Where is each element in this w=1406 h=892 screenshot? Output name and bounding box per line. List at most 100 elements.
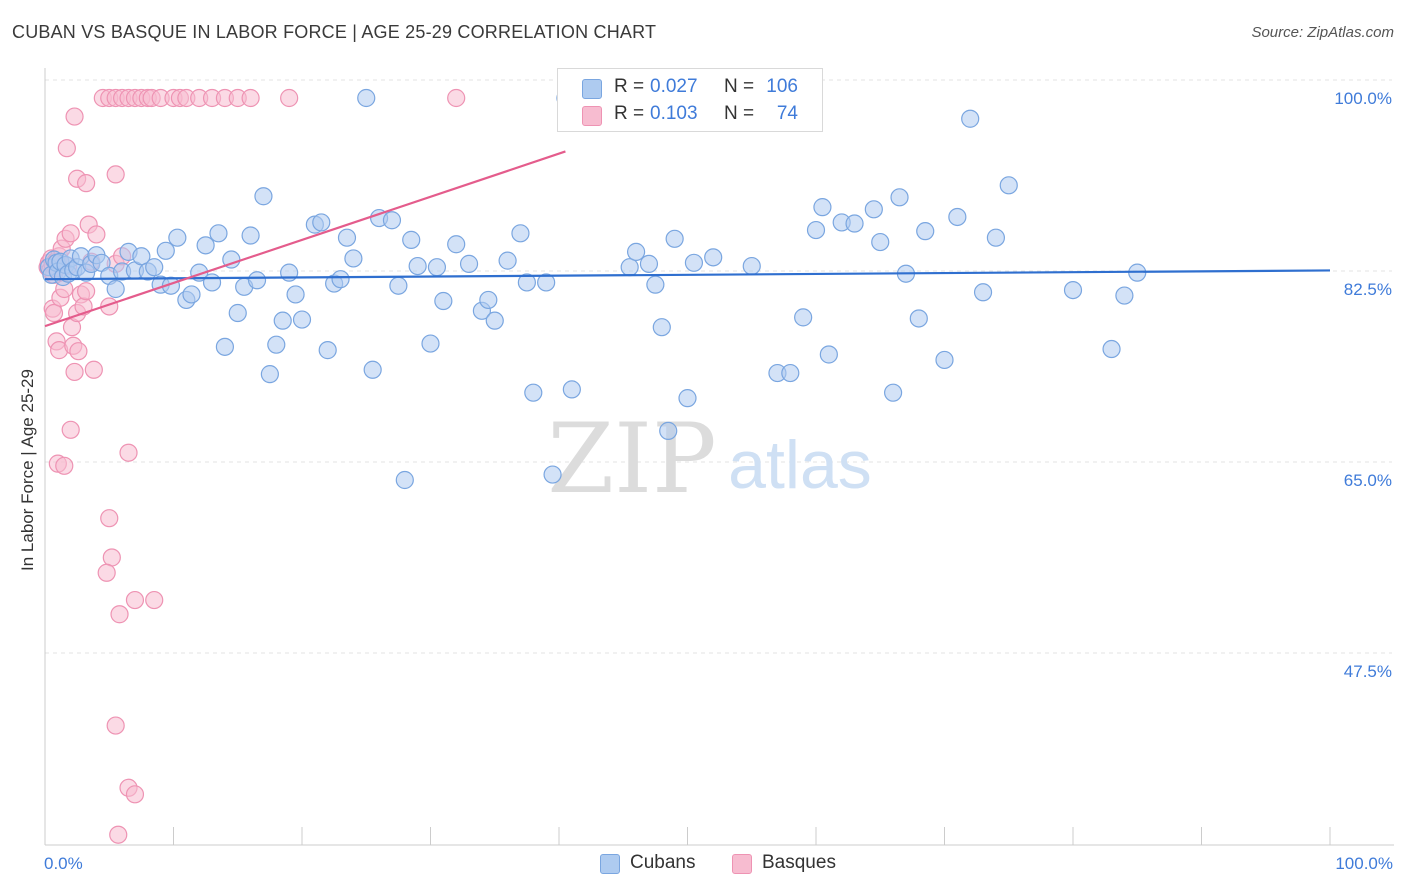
cuban-point[interactable] (267, 335, 286, 354)
cuban-point[interactable] (626, 242, 646, 261)
basque-point[interactable] (55, 456, 74, 475)
basque-point[interactable] (106, 165, 125, 184)
cuban-point[interactable] (260, 365, 279, 384)
basque-point[interactable] (241, 88, 260, 108)
cuban-point[interactable] (247, 271, 267, 290)
cuban-point[interactable] (209, 224, 228, 243)
basque-point[interactable] (65, 107, 84, 126)
cuban-point[interactable] (434, 291, 453, 311)
cuban-point[interactable] (344, 249, 363, 268)
cuban-point[interactable] (973, 283, 993, 302)
cuban-point[interactable] (427, 258, 447, 277)
cuban-point[interactable] (363, 360, 382, 379)
cuban-point[interactable] (132, 247, 151, 266)
cuban-point[interactable] (543, 465, 562, 484)
cuban-point[interactable] (537, 273, 556, 292)
cuban-point[interactable] (1115, 286, 1134, 305)
basque-point[interactable] (109, 825, 128, 844)
basque-point[interactable] (87, 225, 106, 244)
cuban-point[interactable] (182, 285, 201, 304)
cuban-point[interactable] (222, 250, 241, 269)
basque-point[interactable] (106, 716, 125, 735)
cuban-point[interactable] (196, 236, 215, 255)
cuban-point[interactable] (864, 200, 883, 219)
basque-point[interactable] (447, 88, 466, 108)
basque-point[interactable] (77, 282, 96, 301)
basque-point[interactable] (125, 785, 145, 804)
basque-point[interactable] (61, 420, 80, 439)
cuban-point[interactable] (819, 345, 838, 364)
cuban-point[interactable] (646, 275, 665, 294)
cuban-point[interactable] (202, 273, 222, 292)
cuban-point[interactable] (228, 303, 247, 323)
cuban-point[interactable] (948, 207, 967, 227)
cuban-point[interactable] (106, 279, 125, 299)
cuban-point[interactable] (652, 318, 671, 337)
cuban-point[interactable] (421, 334, 440, 353)
basque-point[interactable] (84, 360, 103, 379)
cuban-point[interactable] (659, 421, 678, 440)
cuban-point[interactable] (408, 256, 427, 276)
basque-point[interactable] (65, 362, 84, 382)
cuban-point[interactable] (337, 228, 357, 247)
cuban-point[interactable] (331, 270, 350, 289)
cuban-point[interactable] (806, 220, 826, 240)
basque-point[interactable] (110, 605, 129, 624)
cuban-point[interactable] (883, 383, 903, 402)
cuban-point[interactable] (961, 109, 980, 128)
cuban-point[interactable] (665, 229, 684, 248)
cuban-point[interactable] (999, 176, 1018, 195)
cuban-point[interactable] (704, 248, 723, 267)
basque-point[interactable] (100, 509, 119, 528)
cuban-point[interactable] (485, 311, 504, 330)
cuban-point[interactable] (916, 222, 935, 241)
cuban-point[interactable] (479, 290, 498, 310)
cuban-point[interactable] (620, 258, 639, 277)
cuban-point[interactable] (389, 276, 408, 295)
cuban-point[interactable] (254, 187, 273, 206)
cuban-point[interactable] (742, 256, 761, 276)
cuban-point[interactable] (781, 363, 800, 383)
cuban-point[interactable] (524, 383, 543, 402)
cuban-point[interactable] (402, 230, 421, 249)
cuban-point[interactable] (871, 232, 890, 252)
basque-point[interactable] (97, 563, 116, 582)
cuban-point[interactable] (318, 341, 337, 360)
cuban-point[interactable] (1102, 339, 1121, 359)
cuban-point[interactable] (498, 251, 517, 270)
cuban-point[interactable] (241, 226, 260, 245)
cuban-point[interactable] (447, 235, 466, 254)
cuban-point[interactable] (909, 309, 928, 328)
cuban-point[interactable] (511, 224, 530, 243)
cuban-point[interactable] (794, 308, 813, 327)
cuban-point[interactable] (357, 88, 376, 108)
basque-point[interactable] (280, 88, 299, 108)
basque-point[interactable] (125, 590, 145, 610)
basque-point[interactable] (145, 590, 164, 610)
cuban-point[interactable] (382, 211, 402, 230)
cuban-point[interactable] (678, 389, 697, 408)
basque-point[interactable] (57, 139, 76, 158)
cuban-point[interactable] (639, 254, 659, 273)
cuban-point[interactable] (156, 241, 175, 260)
cuban-point[interactable] (986, 228, 1006, 247)
basque-point[interactable] (77, 174, 96, 193)
cuban-point[interactable] (312, 213, 331, 232)
basque-point[interactable] (61, 224, 80, 243)
cuban-point[interactable] (813, 198, 832, 217)
basque-point[interactable] (119, 443, 138, 462)
cuban-point[interactable] (292, 310, 312, 329)
basque-point[interactable] (102, 548, 121, 567)
cuban-point[interactable] (286, 285, 305, 304)
cuban-point[interactable] (517, 273, 536, 292)
cuban-point[interactable] (935, 350, 954, 370)
cuban-point[interactable] (684, 253, 704, 272)
basque-point[interactable] (44, 303, 64, 323)
cuban-point[interactable] (562, 380, 581, 399)
cuban-point[interactable] (459, 254, 479, 273)
cuban-point[interactable] (145, 258, 164, 277)
cuban-point[interactable] (168, 228, 187, 247)
cuban-point[interactable] (395, 470, 414, 490)
cuban-point[interactable] (845, 214, 864, 233)
cuban-point[interactable] (1063, 280, 1083, 300)
